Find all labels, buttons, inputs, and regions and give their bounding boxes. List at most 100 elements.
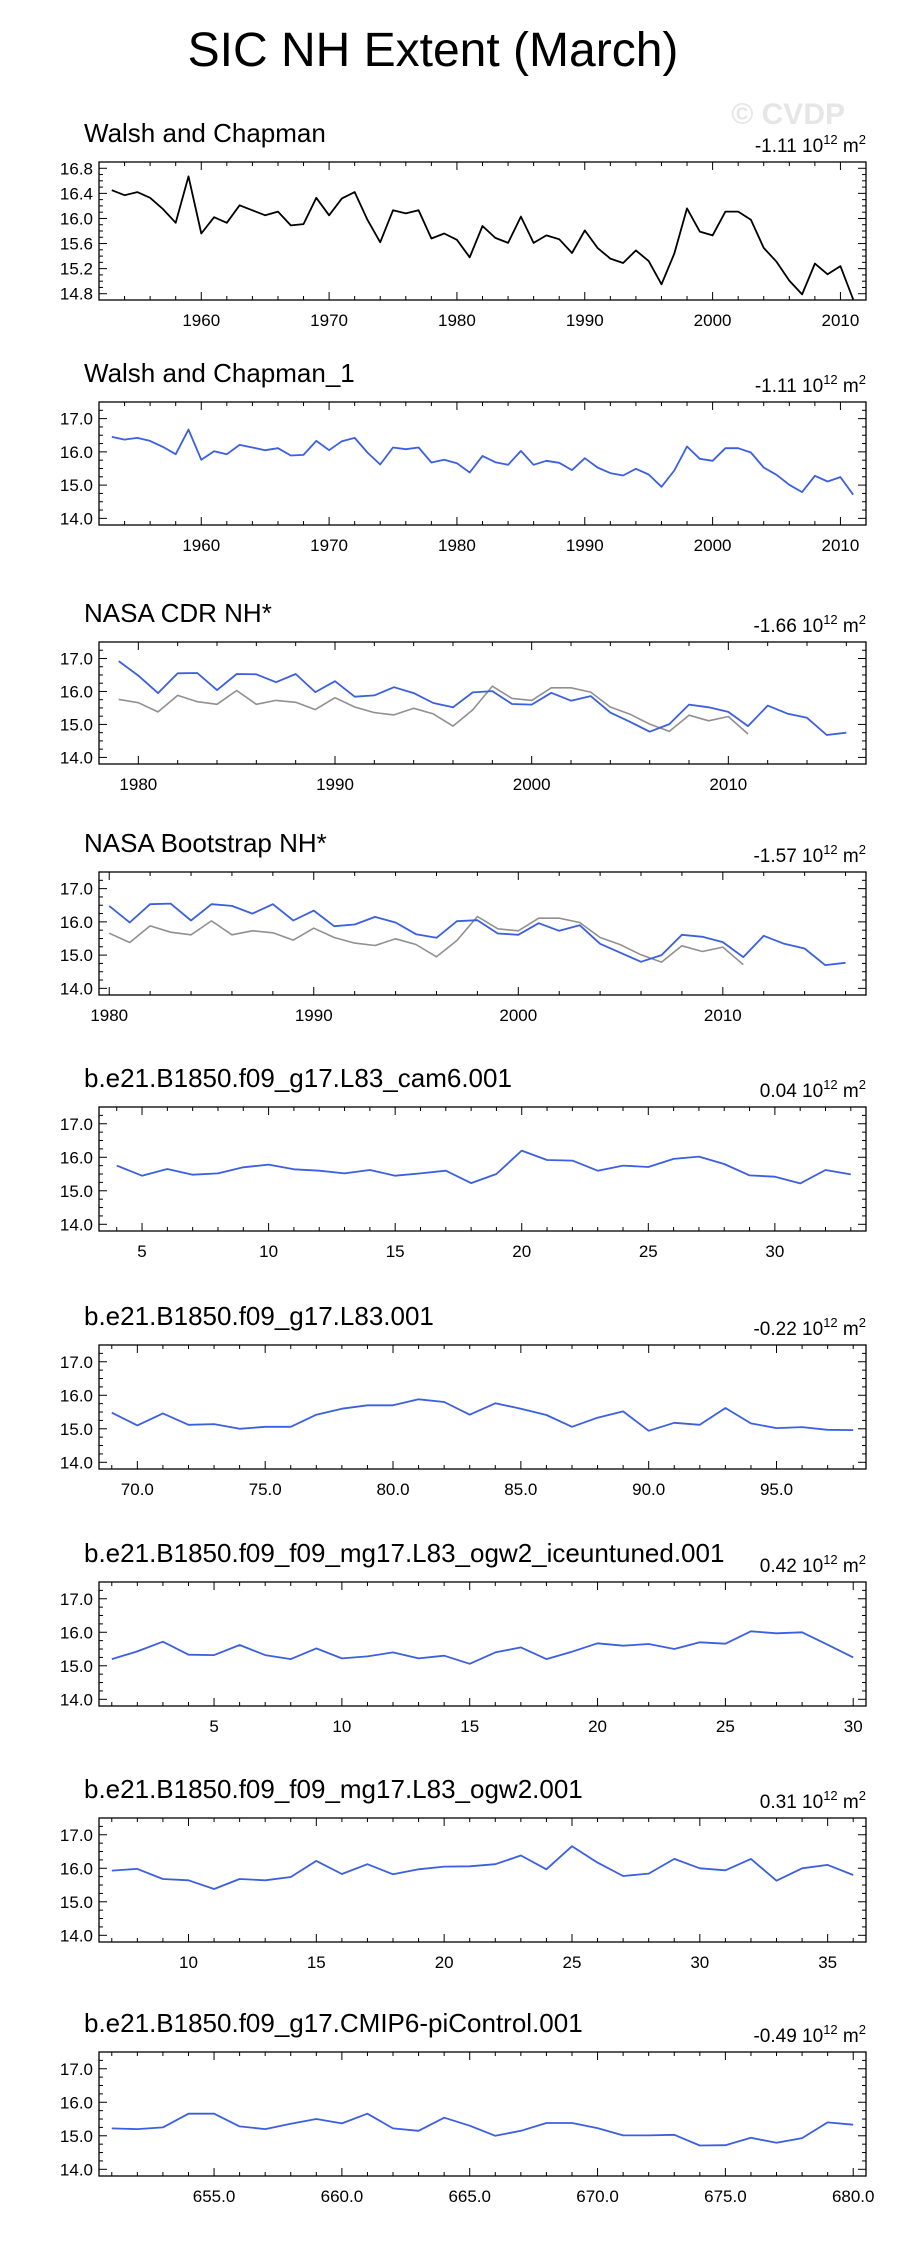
trend-units-exp2: 2 <box>859 132 866 147</box>
y-tick-label: 17.0 <box>60 1826 93 1845</box>
series-line-primary <box>116 1149 851 1185</box>
x-tick-label: 1990 <box>566 536 604 555</box>
x-tick-label: 30 <box>765 1242 784 1261</box>
y-tick-label: 16.0 <box>60 682 93 701</box>
series-line-primary <box>111 428 854 496</box>
x-tick-label: 1980 <box>119 775 157 794</box>
trend-units-base: 10 <box>802 846 823 867</box>
y-tick-label: 16.0 <box>60 2093 93 2112</box>
series-line-primary <box>118 660 847 736</box>
x-tick-label: 2010 <box>822 311 860 330</box>
x-tick-label: 35 <box>818 1953 837 1972</box>
chart-title: NASA Bootstrap NH* <box>84 828 327 858</box>
x-tick-label: 665.0 <box>448 2187 491 2206</box>
x-tick-label: 5 <box>137 1242 146 1261</box>
x-tick-label: 1970 <box>310 311 348 330</box>
cvdp-watermark: © CVDP <box>731 98 845 131</box>
y-tick-label: 14.0 <box>60 509 93 528</box>
y-tick-label: 15.0 <box>60 476 93 495</box>
series-line-primary <box>108 902 846 966</box>
x-tick-label: 25 <box>563 1953 582 1972</box>
chart-title: b.e21.B1850.f09_g17.L83.001 <box>84 1301 434 1331</box>
x-tick-label: 15 <box>307 1953 326 1972</box>
y-tick-label: 17.0 <box>60 1590 93 1609</box>
trend-units-exp: 12 <box>823 1315 837 1330</box>
x-tick-label: 10 <box>179 1953 198 1972</box>
x-tick-label: 1960 <box>182 536 220 555</box>
x-tick-label: 1980 <box>438 311 476 330</box>
trend-value: 0.42 <box>760 1556 802 1577</box>
y-tick-label: 14.0 <box>60 1926 93 1945</box>
trend-label: -1.57 1012 m2 <box>753 842 866 867</box>
y-tick-label: 14.0 <box>60 1215 93 1234</box>
x-tick-label: 15 <box>460 1717 479 1736</box>
series-line-primary <box>111 175 855 300</box>
trend-units-exp: 12 <box>823 1552 837 1567</box>
trend-units-name: m <box>838 1319 859 1340</box>
x-tick-label: 25 <box>716 1717 735 1736</box>
trend-units-base: 10 <box>802 2026 823 2047</box>
x-tick-label: 2000 <box>499 1006 537 1025</box>
x-tick-label: 70.0 <box>121 1480 154 1499</box>
trend-units-base: 10 <box>802 1319 823 1340</box>
trend-label: -0.49 1012 m2 <box>753 2022 866 2047</box>
trend-units-name: m <box>838 2026 859 2047</box>
trend-units-exp: 12 <box>823 1077 837 1092</box>
trend-units-base: 10 <box>802 136 823 157</box>
y-tick-label: 15.0 <box>60 2127 93 2146</box>
x-tick-label: 30 <box>844 1717 863 1736</box>
trend-units-exp2: 2 <box>859 1315 866 1330</box>
x-tick-label: 1960 <box>182 311 220 330</box>
trend-value: -1.11 <box>755 376 802 397</box>
x-tick-label: 15 <box>386 1242 405 1261</box>
x-tick-label: 675.0 <box>704 2187 747 2206</box>
trend-units-exp: 12 <box>823 2022 837 2037</box>
y-tick-label: 17.0 <box>60 1115 93 1134</box>
y-tick-label: 14.0 <box>60 1453 93 1472</box>
series-line-primary <box>111 1398 854 1432</box>
y-tick-label: 15.2 <box>60 260 93 279</box>
y-tick-label: 17.0 <box>60 649 93 668</box>
y-tick-label: 15.6 <box>60 235 93 254</box>
x-tick-label: 80.0 <box>376 1480 409 1499</box>
x-tick-label: 25 <box>639 1242 658 1261</box>
trend-units-name: m <box>838 136 859 157</box>
trend-label: -1.11 1012 m2 <box>755 132 866 157</box>
trend-units-name: m <box>838 376 859 397</box>
trend-units-exp2: 2 <box>859 1077 866 1092</box>
trend-units-exp2: 2 <box>859 2022 866 2037</box>
chart-panel-1: Walsh and Chapman -1.11 1012 m2 1960 1970 19… <box>60 118 867 330</box>
x-tick-label: 1970 <box>310 536 348 555</box>
x-tick-label: 2000 <box>694 311 732 330</box>
trend-units-exp2: 2 <box>859 842 866 857</box>
x-tick-label: 2000 <box>513 775 551 794</box>
x-tick-label: 1980 <box>90 1006 128 1025</box>
trend-label: -1.11 1012 m2 <box>755 372 866 397</box>
x-tick-label: 2010 <box>822 536 860 555</box>
x-tick-label: 1990 <box>316 775 354 794</box>
trend-label: 0.42 1012 m2 <box>760 1552 866 1577</box>
x-tick-label: 670.0 <box>576 2187 619 2206</box>
trend-units-exp: 12 <box>823 1788 837 1803</box>
x-tick-label: 1980 <box>438 536 476 555</box>
x-tick-label: 1990 <box>566 311 604 330</box>
trend-units-exp: 12 <box>823 842 837 857</box>
trend-label: 0.04 1012 m2 <box>760 1077 866 1102</box>
x-tick-label: 10 <box>259 1242 278 1261</box>
chart-panel-4: NASA Bootstrap NH* -1.57 1012 m2 1980 1990 2… <box>60 828 867 1025</box>
x-tick-label: 20 <box>435 1953 454 1972</box>
chart-panel-8: b.e21.B1850.f09_f09_mg17.L83_ogw2.001 0.3… <box>60 1774 867 1972</box>
series-line-primary <box>111 1630 854 1665</box>
trend-units-exp2: 2 <box>859 1552 866 1567</box>
y-tick-label: 14.0 <box>60 979 93 998</box>
chart-title: Walsh and Chapman <box>84 118 326 148</box>
y-tick-label: 16.0 <box>60 1623 93 1642</box>
x-tick-label: 10 <box>332 1717 351 1736</box>
y-tick-label: 16.4 <box>60 184 93 203</box>
x-tick-label: 655.0 <box>193 2187 236 2206</box>
trend-value: 0.31 <box>760 1792 802 1813</box>
x-tick-label: 30 <box>690 1953 709 1972</box>
series-line-overlay <box>118 685 749 735</box>
trend-value: 0.04 <box>760 1081 802 1102</box>
